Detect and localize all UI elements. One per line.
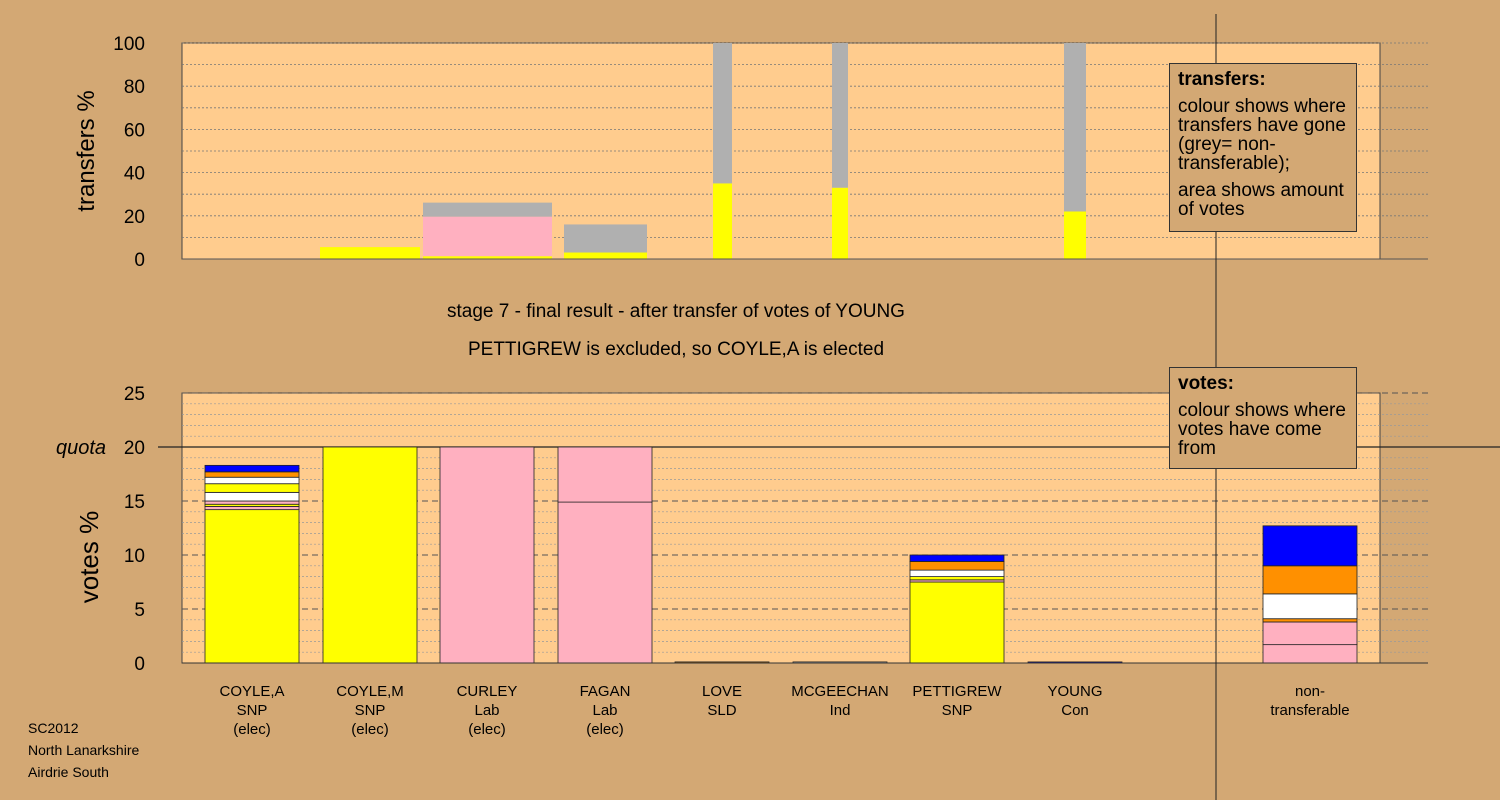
candidate-name: COYLE,M: [336, 683, 404, 700]
candidate-name: YOUNG: [1047, 683, 1103, 700]
vote-bar-segment: [322, 446, 418, 664]
vote-bar-segment: [1262, 593, 1358, 620]
candidate-name: non-: [1294, 683, 1326, 700]
transfer-bar-segment: [320, 247, 420, 259]
transfer-bar-segment: [564, 252, 647, 259]
vote-bar-segment: [204, 509, 300, 664]
vote-bar-segment: [204, 505, 300, 511]
votes-tick-label: 0: [134, 654, 145, 675]
vote-bar-segment: [1262, 525, 1358, 567]
votes-axis-label: votes %: [74, 511, 104, 604]
transfer-bar-segment: [1064, 211, 1086, 259]
candidate-party: SNP: [941, 702, 973, 719]
candidate-name: MCGEECHAN: [791, 683, 889, 700]
candidate-party: Lab: [474, 702, 500, 719]
candidate-party: SNP: [354, 702, 386, 719]
vote-bar-segment: [204, 471, 300, 478]
footer: SC2012 North Lanarkshire Airdrie South: [28, 717, 139, 783]
transfers-tick-label: 80: [124, 77, 145, 98]
transfer-bar-segment: [423, 202, 552, 217]
candidate-label: PETTIGREW SNP: [897, 682, 1017, 720]
vote-bar-segment: [557, 501, 653, 664]
candidate-party: SLD: [707, 702, 737, 719]
candidate-party: Ind: [829, 702, 851, 719]
transfers-axis-label: transfers %: [73, 90, 100, 211]
votes-tick-label: 20: [124, 438, 145, 459]
vote-bar-segment: [1262, 644, 1358, 664]
candidate-label: YOUNG Con: [1015, 682, 1135, 720]
candidate-status: (elec): [468, 721, 506, 738]
vote-bar-segment: [909, 581, 1005, 664]
footer-election: SC2012: [28, 720, 79, 736]
legend-votes: votes: colour shows where votes have com…: [1169, 367, 1357, 469]
candidate-name: CURLEY: [456, 683, 518, 700]
vote-bar-segment: [204, 476, 300, 485]
transfers-tick-label: 40: [124, 164, 145, 185]
transfers-tick-label: 100: [113, 34, 145, 55]
footer-ward: Airdrie South: [28, 764, 109, 780]
candidate-label: FAGAN Lab (elec): [545, 682, 665, 739]
candidate-party: Lab: [592, 702, 618, 719]
vote-bar-segment: [204, 500, 300, 505]
candidate-status: (elec): [586, 721, 624, 738]
vote-bar-segment: [1262, 565, 1358, 595]
candidate-name: FAGAN: [579, 683, 631, 700]
transfer-bar-segment: [832, 43, 848, 188]
legend-transfers-text-1: colour shows where transfers have gone (…: [1178, 96, 1346, 174]
candidate-label: MCGEECHAN Ind: [780, 682, 900, 720]
vote-bar-segment: [557, 446, 653, 503]
votes-tick-label: 15: [124, 492, 145, 513]
footer-council: North Lanarkshire: [28, 742, 140, 758]
votes-tick-label: 25: [124, 384, 145, 405]
transfer-bar-segment: [713, 43, 732, 184]
vote-bar-segment: [439, 446, 535, 664]
vote-bar-segment: [909, 569, 1005, 577]
transfer-bar-segment: [423, 256, 552, 259]
legend-transfers-title: transfers:: [1178, 69, 1266, 90]
quota-label: quota: [56, 437, 106, 459]
votes-tick-label: 5: [134, 600, 145, 621]
candidate-party: Con: [1061, 702, 1089, 719]
candidate-label: LOVE SLD: [662, 682, 782, 720]
vote-bar-segment: [909, 554, 1005, 562]
transfer-bar-segment: [713, 183, 732, 259]
vote-bar-segment: [204, 491, 300, 502]
legend-votes-text: colour shows where votes have come from: [1178, 400, 1346, 459]
transfer-bar-segment: [1064, 43, 1086, 212]
candidate-party: SNP: [236, 702, 268, 719]
transfer-bar-segment: [564, 224, 647, 253]
vote-bar-segment: [1262, 618, 1358, 623]
candidate-label: COYLE,M SNP (elec): [310, 682, 430, 739]
vote-bar-segment: [204, 483, 300, 493]
candidate-status: (elec): [351, 721, 389, 738]
candidate-name: COYLE,A: [219, 683, 285, 700]
transfer-bar-segment: [423, 216, 552, 257]
stage-caption: stage 7 - final result - after transfer …: [447, 301, 905, 322]
transfers-tick-label: 60: [124, 120, 145, 141]
vote-bar-segment: [909, 561, 1005, 571]
candidate-name: transferable: [1270, 702, 1350, 719]
vote-bar-segment: [1262, 621, 1358, 646]
candidate-label: CURLEY Lab (elec): [427, 682, 547, 739]
transfers-tick-label: 20: [124, 207, 145, 228]
legend-transfers-text-2: area shows amount of votes: [1178, 180, 1344, 220]
candidate-name: PETTIGREW: [912, 683, 1002, 700]
candidate-status: (elec): [233, 721, 271, 738]
candidate-label: COYLE,A SNP (elec): [192, 682, 312, 739]
vote-bar-segment: [909, 576, 1005, 581]
transfer-bar-segment: [832, 187, 848, 259]
candidate-label: non-transferable: [1250, 682, 1370, 720]
votes-tick-label: 10: [124, 546, 145, 567]
transfers-tick-label: 0: [134, 250, 145, 271]
legend-votes-title: votes:: [1178, 373, 1234, 394]
vote-bar-segment: [204, 464, 300, 473]
candidate-name: LOVE: [701, 683, 743, 700]
legend-transfers: transfers: colour shows where transfers …: [1169, 63, 1357, 232]
result-caption: PETTIGREW is excluded, so COYLE,A is ele…: [467, 339, 885, 360]
